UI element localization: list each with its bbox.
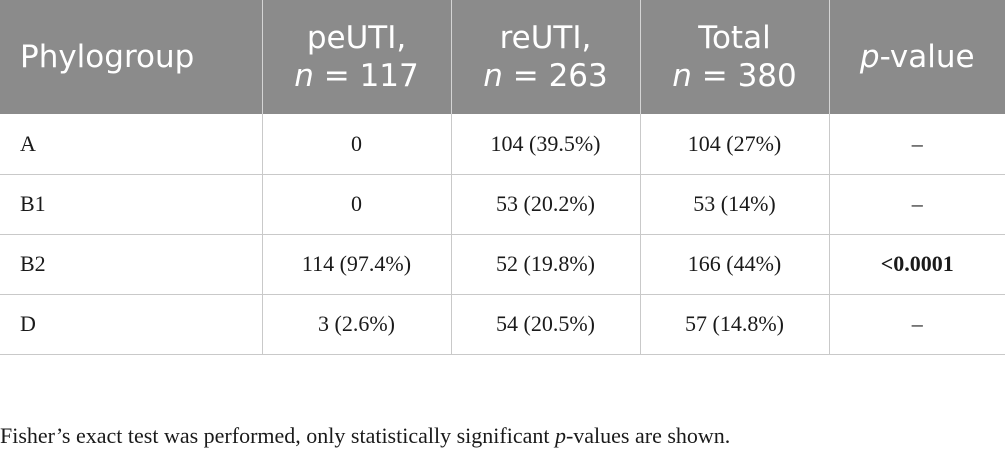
table-row: B1 0 53 (20.2%) 53 (14%) – [0,174,1005,235]
cell-reuti: 53 (20.2%) [451,174,641,235]
cell-pvalue: – [829,294,1005,355]
header-pvalue-rest: -value [879,39,975,75]
cell-peuti: 114 (97.4%) [262,234,452,295]
cell-total: 53 (14%) [640,174,830,235]
header-reuti-label: reUTI, [499,20,592,56]
header-total-n: n = 380 [641,57,829,95]
header-reuti-n-symbol: n [483,58,503,94]
header-row: Phylogroup peUTI, n = 117 reUTI, n = 263… [0,0,1005,114]
cell-pvalue-significant: <0.0001 [829,234,1005,295]
cell-phylogroup: B1 [0,174,263,235]
cell-phylogroup: D [0,294,263,355]
cell-total: 57 (14.8%) [640,294,830,355]
cell-reuti: 52 (19.8%) [451,234,641,295]
cell-total: 166 (44%) [640,234,830,295]
cell-peuti: 0 [262,174,452,235]
cell-total: 104 (27%) [640,114,830,175]
cell-peuti: 3 (2.6%) [262,294,452,355]
header-total: Total n = 380 [640,0,830,114]
header-peuti-label: peUTI, [306,20,407,56]
table-row: B2 114 (97.4%) 52 (19.8%) 166 (44%) <0.0… [0,234,1005,295]
header-peuti-n-symbol: n [294,58,314,94]
phylogroup-table-container: Phylogroup peUTI, n = 117 reUTI, n = 263… [0,0,1005,355]
phylogroup-table: Phylogroup peUTI, n = 117 reUTI, n = 263… [0,0,1005,355]
footnote-italic-p: p [554,423,566,448]
cell-phylogroup: A [0,114,263,175]
header-total-n-value: = 380 [691,58,797,94]
header-reuti-n: n = 263 [452,57,640,95]
cell-pvalue: – [829,114,1005,175]
header-pvalue: p-value [829,0,1005,114]
header-reuti-n-value: = 263 [502,58,608,94]
cell-reuti: 104 (39.5%) [451,114,641,175]
table-header: Phylogroup peUTI, n = 117 reUTI, n = 263… [0,0,1005,114]
cell-peuti: 0 [262,114,452,175]
cell-phylogroup: B2 [0,234,263,295]
table-footnote: Fisher’s exact test was performed, only … [0,423,730,449]
table-body: A 0 104 (39.5%) 104 (27%) – B1 0 53 (20.… [0,114,1005,355]
table-row: D 3 (2.6%) 54 (20.5%) 57 (14.8%) – [0,294,1005,355]
footnote-text-after: -values are shown. [565,423,731,448]
header-phylogroup-label: Phylogroup [20,39,195,75]
footnote-text-before: Fisher’s exact test was performed, only … [0,423,555,448]
header-pvalue-symbol: p [859,39,880,75]
header-peuti-n: n = 117 [263,57,451,95]
cell-pvalue: – [829,174,1005,235]
header-reuti: reUTI, n = 263 [451,0,641,114]
header-peuti: peUTI, n = 117 [262,0,452,114]
cell-reuti: 54 (20.5%) [451,294,641,355]
header-total-n-symbol: n [672,58,692,94]
header-total-label: Total [698,20,771,56]
header-peuti-n-value: = 117 [313,58,419,94]
table-row: A 0 104 (39.5%) 104 (27%) – [0,114,1005,175]
header-phylogroup: Phylogroup [0,0,263,114]
